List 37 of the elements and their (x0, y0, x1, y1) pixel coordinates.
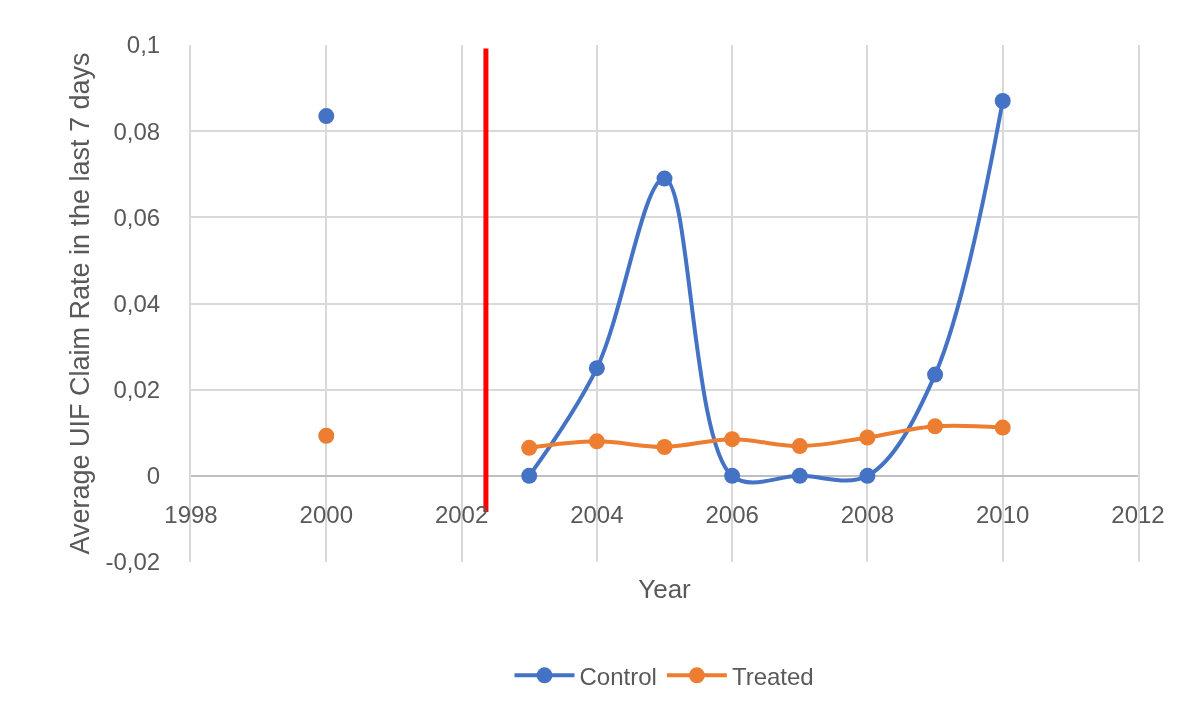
y-tick-label: 0,06 (113, 203, 161, 231)
x-tick-label: 1998 (164, 500, 218, 528)
point (859, 467, 876, 484)
point (588, 433, 605, 450)
x-tick-label: 2012 (1111, 500, 1165, 528)
y-tick-label: 0 (146, 462, 161, 490)
x-tick-label: 2004 (570, 500, 624, 528)
y-axis-title: Average UIF Claim Rate in the last 7 days (65, 52, 96, 555)
point (521, 467, 538, 484)
point (656, 170, 673, 187)
x-tick-label: 2010 (976, 500, 1030, 528)
point (724, 467, 741, 484)
point (859, 429, 876, 446)
y-tick-label: 0,04 (113, 289, 161, 317)
point (588, 360, 605, 377)
point (927, 418, 944, 435)
y-tick-label: -0,02 (105, 548, 161, 576)
x-axis-title: Year (638, 573, 692, 604)
point (521, 439, 538, 456)
point (994, 93, 1011, 109)
y-tick-label: 0,02 (113, 376, 161, 404)
point (791, 438, 808, 455)
point (927, 366, 944, 383)
point (656, 438, 673, 455)
x-tick-label: 2000 (299, 500, 353, 528)
point (318, 108, 335, 125)
point (724, 431, 741, 448)
x-tick-label: 2008 (840, 500, 895, 528)
legend-label: Treated (731, 662, 814, 690)
x-tick-label: 2006 (705, 500, 759, 528)
y-tick-label: 0,08 (113, 117, 161, 145)
x-tick-label: 2002 (434, 500, 489, 528)
point (318, 427, 335, 444)
legend-label: Control (579, 662, 657, 690)
point (791, 467, 808, 484)
y-tick-label: 0,1 (126, 31, 161, 59)
point (994, 419, 1011, 436)
